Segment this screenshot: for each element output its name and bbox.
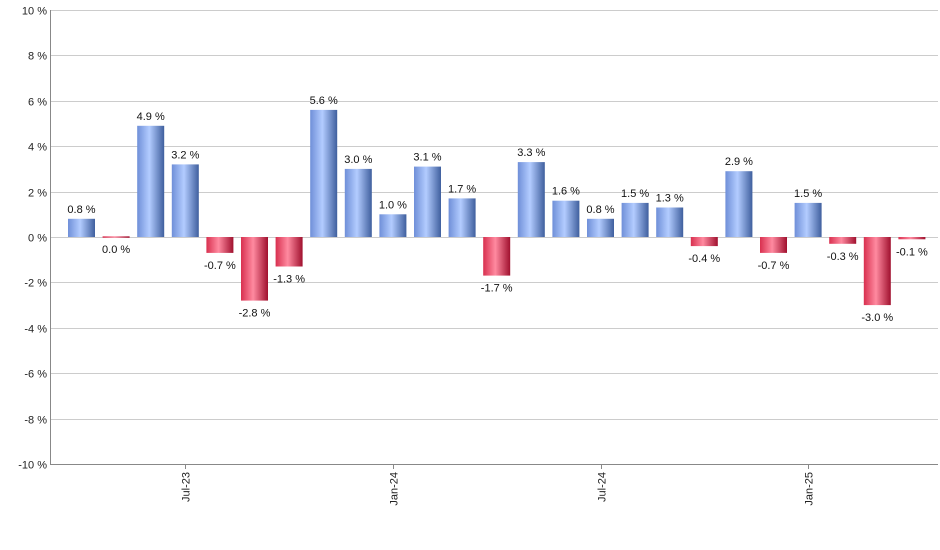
bar (171, 164, 199, 237)
bar-value-label: 4.9 % (137, 111, 165, 123)
bar (344, 168, 372, 237)
y-tick-label: 8 % (28, 51, 47, 63)
x-tick-label: Jan-24 (389, 472, 401, 506)
bar (68, 218, 95, 237)
bar-value-label: 3.0 % (344, 154, 372, 166)
bar-value-label: -0.3 % (827, 251, 859, 263)
bar (275, 237, 303, 267)
axes: -10 % -8 % -6 % -4 % -2 % 0 % 2 % 4 % 6 % 8 % 10 %… (18, 6, 938, 506)
bar (794, 202, 822, 237)
bar-value-label: -1.3 % (273, 274, 305, 286)
bar (829, 237, 857, 244)
bar-value-label: 3.2 % (171, 149, 199, 161)
bar (760, 237, 787, 253)
x-tick-label: Jan-25 (804, 472, 816, 506)
bar-value-label: -1.7 % (481, 283, 513, 295)
x-tick-label: Jul-23 (181, 472, 193, 502)
bar (102, 236, 130, 238)
bars (68, 109, 926, 306)
bar (379, 214, 407, 237)
bar-value-label: 3.1 % (413, 152, 441, 164)
bar (898, 237, 926, 240)
bar-value-label: -0.4 % (688, 253, 720, 265)
y-tick-label: 0 % (28, 233, 47, 245)
bar-value-label: -0.7 % (758, 260, 790, 272)
y-tick-label: -8 % (24, 415, 47, 427)
bar (206, 237, 234, 253)
bar (863, 237, 891, 306)
bar (517, 162, 545, 237)
y-tick-label: -2 % (24, 278, 47, 290)
bar (552, 200, 580, 237)
bar-value-label: -3.0 % (861, 312, 893, 324)
bar (690, 237, 718, 247)
bar (656, 207, 684, 237)
x-tick-label: Jul-24 (597, 472, 609, 502)
bar-value-label: -2.8 % (239, 308, 271, 320)
bar-value-label: 1.3 % (656, 193, 684, 205)
bar-value-label: 1.5 % (794, 188, 822, 200)
bar-value-label: 2.9 % (725, 156, 753, 168)
bar-value-label: -0.7 % (204, 260, 236, 272)
bar-value-label: 1.7 % (448, 183, 476, 195)
y-tick-label: 10 % (22, 6, 47, 18)
bar (310, 109, 338, 237)
bar (725, 171, 753, 237)
bar (483, 237, 511, 276)
bar-value-label: 1.0 % (379, 199, 407, 211)
bar (587, 218, 614, 237)
bar-value-label: 1.6 % (552, 186, 580, 198)
bar-value-label: 0.8 % (586, 204, 614, 216)
bar-value-label: 3.3 % (517, 147, 545, 159)
y-tick-label: 2 % (28, 188, 47, 200)
y-tick-label: -4 % (24, 324, 47, 336)
y-tick-label: 6 % (28, 97, 47, 109)
bar (241, 237, 268, 301)
bar (621, 202, 649, 237)
bar (137, 125, 165, 237)
bar (448, 198, 476, 237)
y-tick-label: -10 % (18, 460, 47, 472)
bar (414, 166, 441, 237)
bar-value-label: 1.5 % (621, 188, 649, 200)
bar-value-label: 5.6 % (310, 95, 338, 107)
bar-value-label: -0.1 % (896, 246, 928, 258)
bar-value-label: 0.8 % (67, 204, 95, 216)
y-tick-label: -6 % (24, 369, 47, 381)
bar-value-label: 0.0 % (102, 244, 130, 256)
data-labels: 0.8 % 0.0 % 4.9 % 3.2 % -0.7 % -2.8 % -1.3 % 5.… (67, 95, 928, 324)
y-tick-label: 4 % (28, 142, 47, 154)
